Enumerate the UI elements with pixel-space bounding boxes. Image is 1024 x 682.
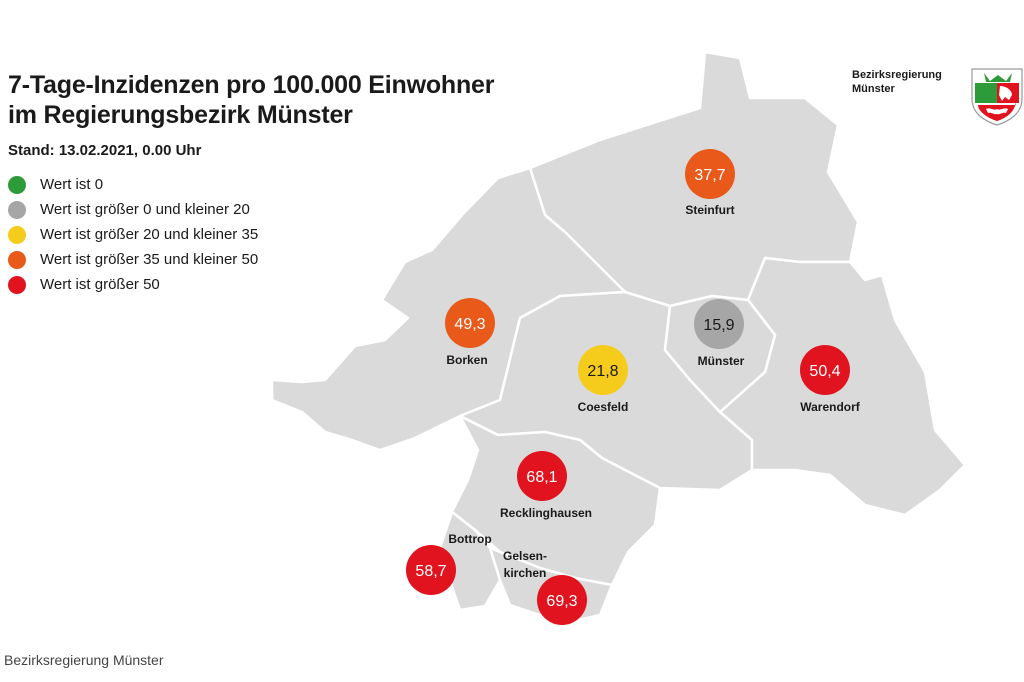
date-stamp: Stand: 13.02.2021, 0.00 Uhr	[8, 142, 202, 159]
incidence-value: 58,7	[415, 563, 446, 580]
incidence-value: 50,4	[809, 363, 840, 380]
page-title: 7-Tage-Inzidenzen pro 100.000 Einwohner …	[8, 70, 494, 130]
legend-label: Wert ist größer 35 und kleiner 50	[40, 251, 259, 268]
district-label: Bottrop	[448, 532, 491, 546]
incidence-value: 68,1	[526, 469, 557, 486]
district-recklinghausen	[450, 414, 662, 587]
incidence-circle	[800, 345, 850, 395]
incidence-circle	[537, 575, 587, 625]
marker-recklinghausen[interactable]: 68,1 Recklinghausen	[500, 451, 592, 520]
logo-wordmark: Bezirksregierung Münster	[852, 68, 942, 96]
district-muenster	[663, 294, 777, 414]
legend-dot	[8, 225, 26, 244]
district-shapes	[270, 50, 967, 624]
legend-item: Wert ist größer 0 und kleiner 20	[8, 197, 258, 222]
legend-item: Wert ist größer 50	[8, 272, 258, 297]
legend-dot	[8, 275, 26, 294]
logo-line-1: Bezirksregierung	[852, 69, 942, 81]
marker-gelsenkirchen[interactable]: 69,3 Gelsen- kirchen	[503, 549, 587, 625]
legend-item: Wert ist größer 35 und kleiner 50	[8, 247, 258, 272]
legend: Wert ist 0 Wert ist größer 0 und kleiner…	[8, 172, 258, 297]
marker-muenster[interactable]: 15,9 Münster	[694, 299, 745, 368]
legend-dot	[8, 200, 26, 219]
district-label: Münster	[698, 354, 745, 368]
district-label: kirchen	[504, 566, 547, 580]
coat-of-arms	[971, 68, 1023, 126]
incidence-circle	[445, 298, 495, 348]
title-line-2: im Regierungsbezirk Münster	[8, 101, 353, 129]
incidence-circle	[578, 345, 628, 395]
legend-dot	[8, 175, 26, 194]
incidence-value: 69,3	[546, 593, 577, 610]
district-label: Warendorf	[800, 400, 861, 414]
incidence-circle	[685, 149, 735, 199]
district-label: Gelsen-	[503, 549, 547, 563]
incidence-value: 37,7	[694, 167, 725, 184]
district-label: Borken	[446, 353, 487, 367]
legend-label: Wert ist größer 20 und kleiner 35	[40, 226, 259, 243]
marker-steinfurt[interactable]: 37,7 Steinfurt	[685, 149, 735, 217]
image-credit: Bezirksregierung Münster	[4, 652, 164, 668]
legend-label: Wert ist größer 50	[40, 276, 160, 293]
legend-dot	[8, 250, 26, 269]
title-line-1: 7-Tage-Inzidenzen pro 100.000 Einwohner	[8, 71, 495, 99]
incidence-circle	[406, 545, 456, 595]
incidence-circle	[517, 451, 567, 501]
incidence-circle	[694, 299, 744, 349]
incidence-markers: 37,7 Steinfurt 49,3 Borken 15,9 Münster …	[406, 149, 861, 625]
legend-label: Wert ist größer 0 und kleiner 20	[40, 201, 250, 218]
incidence-value: 21,8	[587, 363, 618, 380]
legend-item: Wert ist größer 20 und kleiner 35	[8, 222, 258, 247]
incidence-value: 15,9	[703, 317, 734, 334]
district-label: Recklinghausen	[500, 506, 592, 520]
incidence-value: 49,3	[454, 316, 485, 333]
legend-label: Wert ist 0	[40, 176, 104, 193]
marker-borken[interactable]: 49,3 Borken	[445, 298, 495, 367]
district-label: Steinfurt	[685, 203, 734, 217]
marker-warendorf[interactable]: 50,4 Warendorf	[800, 345, 861, 414]
legend-item: Wert ist 0	[8, 172, 258, 197]
district-label: Coesfeld	[578, 400, 629, 414]
marker-bottrop[interactable]: 58,7 Bottrop	[406, 532, 492, 595]
logo-line-2: Münster	[852, 83, 895, 95]
marker-coesfeld[interactable]: 21,8 Coesfeld	[578, 345, 629, 414]
